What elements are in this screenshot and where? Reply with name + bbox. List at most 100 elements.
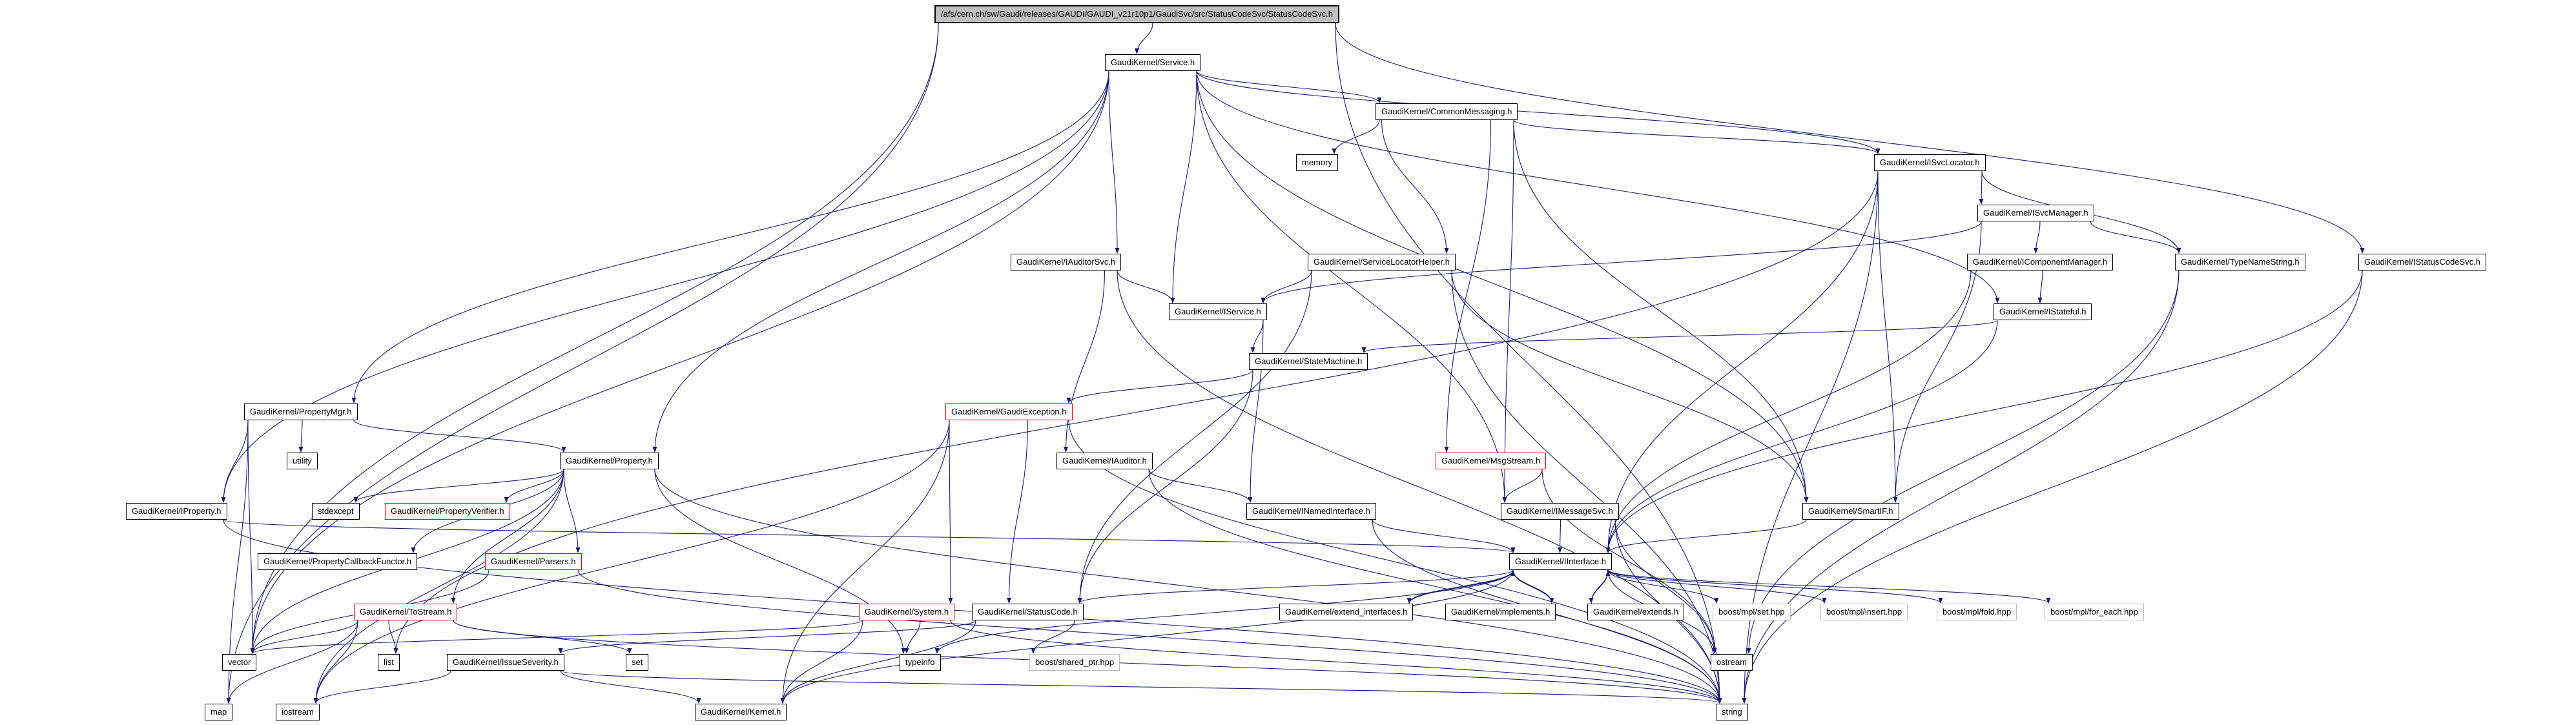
include-edge-commonmessaging-to-smartif xyxy=(1513,119,1809,503)
include-edge-title-to-string xyxy=(1335,23,1722,704)
graph-node-service[interactable]: GaudiKernel/Service.h xyxy=(1105,54,1201,71)
include-edge-iinterface-to-kernel xyxy=(780,569,1514,704)
include-edge-statuscode-to-shared_ptr xyxy=(1031,620,1075,654)
include-edge-statuscode-to-kernel xyxy=(780,620,976,704)
include-edge-title-to-vector xyxy=(250,23,939,654)
graph-node-iauditorsvc[interactable]: GaudiKernel/IAuditorSvc.h xyxy=(1011,254,1122,271)
graph-node-property[interactable]: GaudiKernel/Property.h xyxy=(560,453,659,469)
graph-node-statemachine[interactable]: GaudiKernel/StateMachine.h xyxy=(1249,353,1368,370)
graph-node-mpl_insert: boost/mpl/insert.hpp xyxy=(1820,604,1908,620)
graph-node-istatuscodesvc[interactable]: GaudiKernel/IStatusCodeSvc.h xyxy=(2358,254,2486,271)
include-edge-istateful-to-iinterface xyxy=(1605,320,1998,553)
include-edge-propertymgr-to-utility xyxy=(298,420,304,453)
graph-node-istateful[interactable]: GaudiKernel/IStateful.h xyxy=(1994,303,2092,320)
graph-node-gaudiexception[interactable]: GaudiKernel/GaudiException.h xyxy=(945,403,1073,420)
graph-node-string: string xyxy=(1716,704,1748,720)
include-edge-iinterface-to-statuscode xyxy=(1077,569,1514,604)
include-edge-gaudiexception-to-iostream xyxy=(313,420,950,704)
include-edge-iinterface-to-mpl_fold xyxy=(1607,569,1943,604)
include-edge-service-to-propertymgr xyxy=(351,70,1109,403)
graph-node-extend_interfaces[interactable]: GaudiKernel/extend_interfaces.h xyxy=(1279,604,1414,620)
include-edge-icomponentmanager-to-iinterface xyxy=(1605,270,1972,553)
include-edge-service-to-vector xyxy=(250,70,1109,654)
include-edge-istatuscodesvc-to-iinterface xyxy=(1605,270,2363,553)
include-edge-service-to-smartif xyxy=(1196,70,1809,503)
include-edge-propertymgr-to-property xyxy=(353,420,566,453)
graph-node-propertyverifier[interactable]: GaudiKernel/PropertyVerifier.h xyxy=(385,503,510,520)
graph-node-propertycallbackfunctor[interactable]: GaudiKernel/PropertyCallbackFunctor.h xyxy=(258,553,418,570)
include-edge-isvclocator-to-iinterface xyxy=(1605,170,1879,553)
include-edge-commonmessaging-to-memory xyxy=(1332,119,1380,154)
graph-node-stdexcept: stdexcept xyxy=(312,503,360,520)
include-edge-property-to-string xyxy=(654,469,1722,704)
graph-node-issueseverity[interactable]: GaudiKernel/IssueSeverity.h xyxy=(447,654,564,671)
include-edge-icomponentmanager-to-istateful xyxy=(2037,270,2043,303)
include-edge-service-to-isvclocator xyxy=(1196,70,1880,154)
graph-node-mpl_set: boost/mpl/set.hpp xyxy=(1713,604,1791,620)
graph-node-isvcmanager[interactable]: GaudiKernel/ISvcManager.h xyxy=(1977,205,2094,221)
include-edge-isvcmanager-to-icomponentmanager xyxy=(2034,221,2041,254)
include-edge-tostream-to-list xyxy=(388,620,398,654)
graph-node-icomponentmanager[interactable]: GaudiKernel/IComponentManager.h xyxy=(1967,254,2114,271)
include-edge-issueseverity-to-iostream xyxy=(313,670,451,704)
graph-node-iservice[interactable]: GaudiKernel/IService.h xyxy=(1169,303,1267,320)
include-edge-servicelocatorhelper-to-string xyxy=(1451,270,1722,704)
include-edge-commonmessaging-to-imessagesvc xyxy=(1502,119,1514,503)
graph-node-iproperty[interactable]: GaudiKernel/IProperty.h xyxy=(126,503,227,520)
include-edge-iinterface-to-extends xyxy=(1589,569,1609,604)
graph-node-propertymgr[interactable]: GaudiKernel/PropertyMgr.h xyxy=(244,403,358,420)
graph-node-inamedinterface[interactable]: GaudiKernel/INamedInterface.h xyxy=(1246,503,1376,520)
graph-node-servicelocatorhelper[interactable]: GaudiKernel/ServiceLocatorHelper.h xyxy=(1308,254,1456,271)
include-edge-property-to-tostream xyxy=(451,469,564,604)
include-edge-imessagesvc-to-iinterface xyxy=(1558,519,1563,553)
graph-node-map: map xyxy=(205,704,233,720)
include-edge-isvclocator-to-smartif xyxy=(1877,170,1898,503)
include-edge-service-to-istateful xyxy=(1196,70,2000,303)
graph-node-iostream: iostream xyxy=(276,704,320,720)
include-edge-property-to-typeinfo xyxy=(654,469,906,654)
graph-node-typenamestring[interactable]: GaudiKernel/TypeNameString.h xyxy=(2175,254,2305,271)
include-edge-system-to-string xyxy=(950,620,1722,704)
include-edge-gaudiexception-to-statuscode xyxy=(1007,420,1029,604)
include-edge-msgstream-to-imessagesvc xyxy=(1502,469,1543,503)
graph-node-iinterface[interactable]: GaudiKernel/IInterface.h xyxy=(1509,553,1612,570)
include-edge-iinterface-to-mpl_insert xyxy=(1607,569,1827,604)
graph-node-memory: memory xyxy=(1296,154,1338,171)
include-edge-service-to-iproperty xyxy=(221,70,1109,503)
graph-node-shared_ptr: boost/shared_ptr.hpp xyxy=(1029,654,1120,671)
include-edge-gaudiexception-to-string xyxy=(1068,420,1722,704)
graph-node-system[interactable]: GaudiKernel/System.h xyxy=(859,604,955,620)
graph-node-smartif[interactable]: GaudiKernel/SmartIF.h xyxy=(1802,503,1899,520)
graph-node-commonmessaging[interactable]: GaudiKernel/CommonMessaging.h xyxy=(1376,103,1518,120)
graph-node-extends[interactable]: GaudiKernel/extends.h xyxy=(1587,604,1685,620)
include-edge-statemachine-to-gaudiexception xyxy=(1066,369,1253,403)
graph-node-utility: utility xyxy=(287,453,318,469)
graph-node-msgstream[interactable]: GaudiKernel/MsgStream.h xyxy=(1436,453,1547,469)
include-edge-iinterface-to-implements xyxy=(1512,569,1554,604)
include-edge-property-to-parsers xyxy=(563,469,581,553)
include-edge-statemachine-to-statuscode xyxy=(1077,369,1253,604)
graph-node-parsers[interactable]: GaudiKernel/Parsers.h xyxy=(485,553,582,570)
graph-node-ostream: ostream xyxy=(1711,654,1753,671)
include-edge-title-to-istatuscodesvc xyxy=(1335,23,2365,254)
include-edge-service-to-property xyxy=(652,70,1109,453)
include-edge-istateful-to-statemachine xyxy=(1361,320,1998,353)
include-edge-tostream-to-vector xyxy=(250,620,358,654)
graph-node-implements[interactable]: GaudiKernel/implements.h xyxy=(1445,604,1556,620)
include-edge-typenamestring-to-ostream xyxy=(1746,270,2179,654)
include-edge-service-to-iauditorsvc xyxy=(1108,70,1120,254)
graph-node-kernel[interactable]: GaudiKernel/Kernel.h xyxy=(695,704,787,720)
include-edge-isvcmanager-to-typenamestring xyxy=(2090,221,2181,254)
include-edge-system-to-vector xyxy=(250,620,863,654)
graph-node-iauditor[interactable]: GaudiKernel/IAuditor.h xyxy=(1056,453,1153,469)
graph-node-statuscode[interactable]: GaudiKernel/StatusCode.h xyxy=(972,604,1084,620)
include-edge-propertymgr-to-vector xyxy=(247,420,255,654)
graph-node-imessagesvc[interactable]: GaudiKernel/IMessageSvc.h xyxy=(1501,503,1619,520)
graph-node-tostream[interactable]: GaudiKernel/ToStream.h xyxy=(354,604,458,620)
graph-node-isvclocator[interactable]: GaudiKernel/ISvcLocator.h xyxy=(1874,154,1986,171)
include-edge-iproperty-to-iinterface xyxy=(223,519,1515,553)
include-edge-isvclocator-to-isvcmanager xyxy=(1979,170,1984,205)
graph-node-mpl_foreach: boost/mpl/for_each.hpp xyxy=(2045,604,2144,620)
